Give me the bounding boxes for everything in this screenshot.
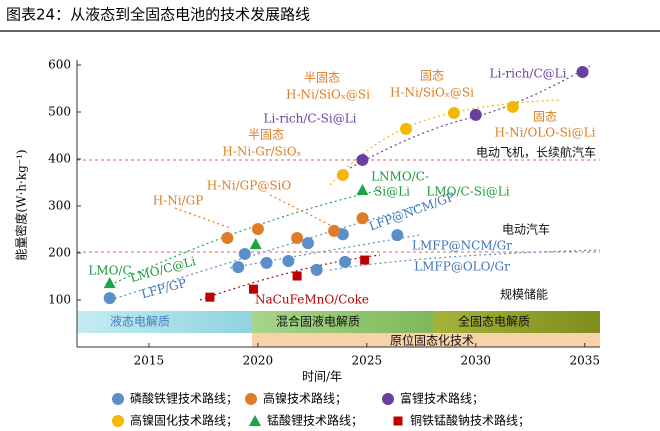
chart-title: 图表24：从液态到全固态电池的技术发展路线 (6, 6, 310, 24)
phase-band (77, 311, 252, 333)
phase-label: 混合固液电解质 (276, 314, 360, 329)
point (339, 255, 352, 268)
annotation: LNMO/C- (371, 170, 429, 184)
annotation: 半固态 (248, 128, 284, 142)
annotation: H-Ni-Gr/SiOₓ (222, 145, 301, 159)
annotation: LMFP@NCM/Gr (412, 239, 512, 253)
annotation: H-Ni/SiOₓ@Si (286, 88, 370, 102)
legend-marker (393, 416, 403, 426)
annotation: H-Ni/GP@SiO (207, 179, 292, 193)
phase-label: 全固态电解质 (458, 314, 530, 329)
legend-marker (249, 415, 261, 426)
y-tick-label: 200 (48, 246, 71, 260)
legend-marker (245, 393, 257, 405)
phase-label: 液态电解质 (110, 314, 170, 329)
legend-marker (112, 393, 124, 405)
point (447, 106, 460, 119)
x-tick-label: 2030 (461, 354, 492, 368)
annotation: H-Ni/SiOₓ@Si (390, 86, 474, 100)
point (282, 254, 295, 267)
y-tick-label: 500 (48, 105, 71, 119)
point (356, 184, 369, 196)
point (310, 263, 323, 276)
point (328, 224, 341, 237)
annotation: 固态 (420, 69, 444, 83)
point (356, 212, 369, 225)
phase-label: 原位固态化技术 (390, 333, 474, 348)
legend-marker (382, 393, 394, 405)
annotation: Si@Li (374, 185, 410, 199)
legend-label: 富锂技术路线； (400, 391, 484, 406)
annotation: 电动汽车 (502, 222, 550, 237)
y-tick-label: 100 (48, 293, 71, 307)
point (576, 66, 589, 79)
annotation: LMO/C-Si@Li (426, 185, 509, 199)
point (251, 223, 264, 236)
annotation: Li-rich/C@Li (490, 67, 567, 81)
point (232, 261, 245, 274)
annotation: LMO/C@Li (129, 254, 198, 285)
legend-marker (112, 415, 124, 427)
point (336, 168, 349, 181)
x-tick-label: 2025 (352, 354, 383, 368)
legend-label: 高镍技术路线； (263, 391, 347, 406)
x-tick-label: 2035 (569, 354, 600, 368)
x-tick-label: 2015 (134, 354, 165, 368)
y-axis-label: 能量密度(W·h·kg⁻¹) (14, 149, 29, 260)
annotation: LMO/C (88, 264, 131, 278)
point (238, 247, 251, 260)
legend-label: 高镍固化技术路线； (130, 413, 238, 428)
phase-band (433, 311, 600, 333)
annotation: 半固态 (304, 71, 340, 85)
phase-band (252, 333, 600, 347)
y-tick-label: 600 (48, 58, 71, 72)
y-tick-label: 300 (48, 199, 71, 213)
x-axis-label: 时间/年 (302, 370, 342, 384)
point (506, 100, 519, 113)
point (400, 122, 413, 135)
phase-band (252, 311, 433, 333)
annotation: LMFP@OLO/Gr (414, 260, 510, 274)
legend-label: 铜铁锰酸钠技术路线； (410, 413, 530, 428)
annotation: Li-rich/C-Si@Li (263, 112, 356, 126)
annotation: 规模储能 (500, 287, 548, 302)
point (249, 238, 262, 250)
x-tick-label: 2020 (243, 354, 274, 368)
point (260, 256, 273, 269)
point (291, 231, 304, 244)
legend-label: 锰酸锂技术路线； (267, 413, 363, 428)
point (205, 292, 215, 302)
point (249, 284, 259, 294)
point (360, 255, 370, 265)
point (103, 292, 116, 305)
point (292, 271, 302, 281)
point (356, 153, 369, 166)
annotation: NaCuFeMnO/Coke (255, 293, 369, 307)
point (221, 231, 234, 244)
annotation: H-Ni/OLO-Si@Li (495, 126, 596, 140)
y-tick-label: 400 (48, 152, 71, 166)
annotation: H-Ni/GP (153, 194, 204, 208)
point (391, 229, 404, 242)
point (103, 277, 116, 289)
annotation: 固态 (533, 110, 557, 124)
legend-label: 磷酸铁锂技术路线； (130, 391, 238, 406)
annotation: 电动飞机，长续航汽车 (476, 145, 596, 160)
point (301, 237, 314, 250)
point (469, 108, 482, 121)
